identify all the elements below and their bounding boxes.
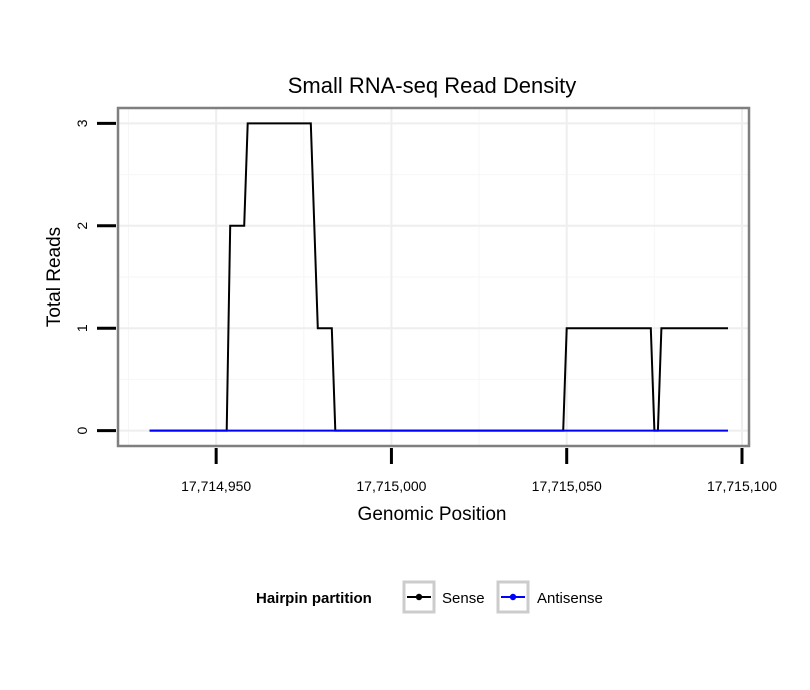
x-axis-title: Genomic Position (358, 504, 507, 525)
chart-title: Small RNA-seq Read Density (288, 73, 577, 98)
y-tick-label: 0 (74, 427, 90, 435)
legend-title: Hairpin partition (256, 590, 372, 607)
x-tick-label: 17,715,000 (356, 478, 426, 494)
plot-border (116, 106, 751, 448)
y-axis: 0 1 2 3 (74, 119, 116, 435)
y-axis-title: Total Reads (44, 227, 65, 327)
x-tick-label: 17,714,950 (181, 478, 251, 494)
x-tick-label: 17,715,050 (532, 478, 602, 494)
legend-point-antisense (509, 593, 517, 601)
legend-label-antisense: Antisense (537, 590, 603, 607)
y-tick-label: 1 (74, 324, 90, 332)
legend-item-antisense: Antisense (496, 580, 603, 614)
legend-label-sense: Sense (442, 590, 485, 607)
legend: Hairpin partition Sense Antisense (256, 580, 603, 614)
plot-area (116, 106, 751, 448)
legend-item-sense: Sense (402, 580, 485, 614)
legend-point-sense (415, 593, 423, 601)
x-tick-label: 17,715,100 (707, 478, 777, 494)
y-tick-label: 3 (74, 119, 90, 127)
y-tick-label: 2 (74, 222, 90, 230)
x-axis: 17,714,950 17,715,000 17,715,050 17,715,100 (181, 448, 777, 494)
series-layer (149, 122, 728, 432)
